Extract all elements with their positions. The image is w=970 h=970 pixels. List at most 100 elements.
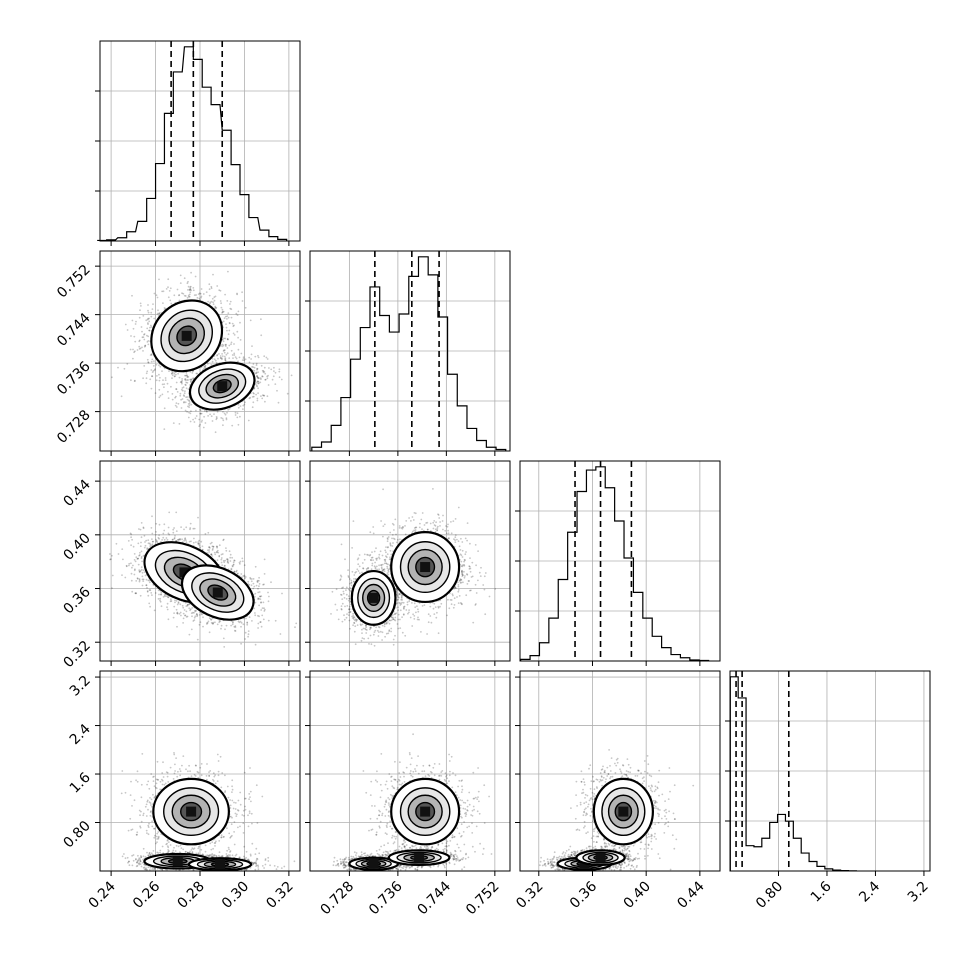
joint-3-vs-1-sample-point xyxy=(240,573,243,575)
joint-3-vs-1-sample-point xyxy=(257,587,259,590)
joint-3-vs-1-sample-point xyxy=(130,562,132,565)
joint-2-vs-1-sample-point xyxy=(260,378,262,381)
joint-3-vs-1-sample-point xyxy=(208,546,211,548)
joint-2-vs-1-sample-point xyxy=(242,408,244,410)
joint-2-vs-1-sample-point xyxy=(221,343,224,346)
joint-3-vs-1-sample-point xyxy=(147,594,150,597)
joint-2-vs-1-sample-point xyxy=(202,426,205,429)
joint-2-vs-1-sample-point xyxy=(175,373,177,376)
joint-2-vs-1-sample-point xyxy=(253,387,256,389)
joint-2-vs-1-sample-point xyxy=(159,376,161,379)
joint-3-vs-1-sample-point xyxy=(196,638,199,641)
joint-3-vs-1-sample-point xyxy=(198,544,201,547)
joint-3-vs-1-sample-point xyxy=(152,540,154,543)
joint-2-vs-1-sample-point xyxy=(218,353,220,355)
joint-3-vs-1-sample-point xyxy=(258,576,260,579)
joint-3-vs-1-sample-point xyxy=(221,564,224,566)
joint-2-vs-1-sample-point xyxy=(255,362,258,365)
joint-2-vs-1-sample-point xyxy=(185,387,188,390)
joint-2-vs-1-sample-point xyxy=(200,288,203,290)
joint-2-vs-1-sample-point xyxy=(219,357,222,360)
joint-2-vs-1-sample-point xyxy=(193,294,196,296)
joint-2-vs-1-sample-point xyxy=(256,381,258,384)
joint-3-vs-1-sample-point xyxy=(184,614,186,617)
joint-2-vs-1-sample-point xyxy=(174,396,177,399)
joint-3-vs-1-sample-point xyxy=(225,549,228,552)
joint-2-vs-1-sample-point xyxy=(226,300,229,302)
joint-3-vs-1-sample-point xyxy=(162,536,165,539)
joint-2-vs-1-sample-point xyxy=(278,368,281,371)
joint-2-vs-1-sample-point xyxy=(227,270,229,273)
joint-3-vs-1-sample-point xyxy=(242,623,245,626)
joint-3-vs-1-sample-point xyxy=(133,573,136,576)
joint-3-vs-1-sample-point xyxy=(260,601,262,604)
joint-2-vs-1-sample-point xyxy=(256,399,259,402)
joint-2-vs-1-sample-point xyxy=(211,357,214,360)
joint-2-vs-1-sample-point xyxy=(286,392,289,395)
joint-3-vs-1-sample-point xyxy=(139,569,142,572)
joint-3-vs-1-sample-point xyxy=(140,566,143,568)
joint-3-vs-1-sample-point xyxy=(222,559,225,562)
joint-3-vs-1-sample-point xyxy=(208,551,211,553)
joint-2-vs-1-sample-point xyxy=(236,412,239,415)
joint-2-vs-1-sample-point xyxy=(180,381,183,384)
joint-3-vs-1-sample-point xyxy=(175,530,178,532)
joint-3-vs-1-sample-point xyxy=(180,526,183,528)
joint-2-vs-1-sample-point xyxy=(141,330,143,333)
joint-3-vs-1-sample-point xyxy=(135,592,137,595)
joint-2-vs-1-sample-point xyxy=(151,371,154,373)
joint-2-vs-1-sample-point xyxy=(257,377,260,380)
joint-2-vs-1-sample-point xyxy=(181,378,184,380)
joint-2-vs-1-sample-point xyxy=(263,394,266,397)
joint-2-vs-1-sample-point xyxy=(184,378,186,381)
joint-3-vs-1-sample-point xyxy=(194,610,197,613)
joint-3-vs-1-sample-point xyxy=(144,541,146,543)
joint-3-vs-1-sample-point xyxy=(235,569,238,572)
joint-3-vs-1-sample-point xyxy=(207,531,210,534)
joint-3-vs-1-sample-point xyxy=(154,533,157,536)
joint-2-vs-1-sample-point xyxy=(138,339,141,342)
joint-2-vs-1-sample-point xyxy=(144,344,147,347)
joint-2-vs-1-sample-point xyxy=(146,327,149,330)
joint-2-vs-1-sample-point xyxy=(262,370,265,372)
joint-3-vs-1-sample-point xyxy=(208,631,211,634)
joint-3-vs-1-sample-point xyxy=(130,572,133,575)
joint-3-vs-1-sample-point xyxy=(181,604,184,607)
joint-3-vs-1-sample-point xyxy=(143,546,146,549)
joint-2-vs-1-sample-point xyxy=(153,317,156,320)
joint-2-vs-1-sample-point xyxy=(242,356,245,358)
joint-3-vs-1-sample-point xyxy=(226,559,229,562)
joint-2-vs-1-sample-point xyxy=(273,370,275,372)
joint-3-vs-1-sample-point xyxy=(198,623,201,626)
joint-2-vs-1-sample-point xyxy=(184,409,187,412)
joint-3-vs-1-sample-point xyxy=(160,591,163,594)
joint-2-vs-1-sample-point xyxy=(208,294,211,297)
joint-2-vs-1-sample-point xyxy=(169,299,172,302)
joint-3-vs-1-sample-point xyxy=(151,532,154,535)
joint-3-vs-1-sample-point xyxy=(167,532,170,535)
joint-2-vs-1-sample-point xyxy=(232,325,235,328)
joint-3-vs-1-sample-point xyxy=(139,528,142,531)
joint-2-vs-1-sample-point xyxy=(126,329,129,331)
joint-2-vs-1-sample-point xyxy=(256,376,259,379)
joint-3-vs-1-sample-point xyxy=(258,597,260,600)
joint-2-vs-1-sample-point xyxy=(172,422,175,424)
joint-2-vs-1-sample-point xyxy=(180,398,183,401)
joint-2-vs-1-sample-point xyxy=(136,349,139,351)
joint-3-vs-1-sample-point xyxy=(220,553,223,556)
joint-2-vs-1-sample-point xyxy=(147,323,149,325)
joint-2-vs-1-sample-point xyxy=(130,379,132,382)
joint-3-vs-1-sample-point xyxy=(249,578,252,580)
joint-3-vs-1-sample-point xyxy=(231,565,234,567)
joint-3-vs-1-sample-point xyxy=(175,600,178,602)
joint-3-vs-1-sample-point xyxy=(218,619,221,622)
joint-3-vs-1-sample-point xyxy=(155,540,158,542)
joint-2-vs-1-sample-point xyxy=(221,358,223,361)
joint-3-vs-1-sample-point xyxy=(194,615,197,618)
joint-3-vs-1-sample-point xyxy=(233,571,236,573)
joint-2-vs-1-sample-point xyxy=(211,360,214,363)
joint-3-vs-1-sample-point xyxy=(232,621,234,624)
joint-3-vs-1-sample-point xyxy=(218,554,221,557)
joint-3-vs-1-sample-point xyxy=(263,583,265,586)
joint-2-vs-1-sample-point xyxy=(143,338,146,341)
